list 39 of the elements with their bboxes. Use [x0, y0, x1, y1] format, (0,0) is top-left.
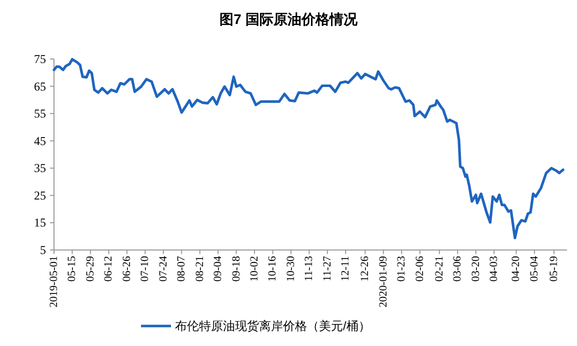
x-tick-label: 02-21	[433, 256, 446, 282]
x-tick-label: 09-04	[212, 256, 224, 282]
x-tick-label: 10-16	[266, 256, 279, 282]
y-tick-label: 75	[34, 52, 46, 66]
x-tick-label: 08-07	[176, 256, 188, 282]
x-tick-label: 03-06	[452, 256, 464, 282]
x-tick-label: 01-23	[396, 256, 408, 282]
legend-label: 布伦特原油现货离岸价格（美元/桶）	[175, 319, 370, 333]
y-tick-label: 5	[40, 243, 46, 257]
x-tick-label: 05-15	[66, 256, 78, 282]
x-tick-label: 05-04	[528, 256, 540, 282]
x-tick-label: 07-24	[157, 256, 170, 282]
chart-title: 图7 国际原油价格情况	[220, 11, 358, 27]
x-tick-label: 04-03	[488, 256, 500, 282]
x-tick-label: 10-30	[284, 256, 297, 282]
x-tick-label: 2019-05-01	[48, 256, 60, 308]
y-tick-label: 35	[34, 161, 46, 176]
line-series	[52, 58, 564, 240]
x-tick-label: 10-02	[248, 256, 261, 282]
x-tick-label: 02-06	[414, 256, 426, 282]
x-tick-label: 11-13	[303, 256, 316, 282]
x-tick-label: 11-27	[321, 256, 334, 282]
x-tick-label: 06-26	[120, 256, 133, 282]
x-tick-label: 2020-01-09	[377, 256, 390, 308]
x-tick-label: 05-19	[548, 256, 560, 282]
x-tick-label: 04-20	[510, 256, 522, 282]
y-tick-label: 15	[34, 216, 46, 230]
y-tick-label: 25	[34, 188, 46, 202]
x-tick-label: 12-26	[359, 256, 372, 282]
x-tick-label: 12-11	[340, 256, 352, 282]
x-tick-label: 06-12	[102, 256, 115, 282]
x-tick-label: 05-29	[84, 256, 96, 282]
x-tick-label: 07-10	[139, 256, 152, 282]
x-tick-label: 03-20	[470, 256, 482, 282]
y-tick-label: 45	[34, 134, 46, 148]
y-tick-label: 65	[34, 79, 46, 94]
y-tick-label: 55	[34, 106, 46, 121]
x-tick-label: 09-18	[230, 256, 242, 282]
x-tick-label: 08-21	[194, 256, 206, 282]
